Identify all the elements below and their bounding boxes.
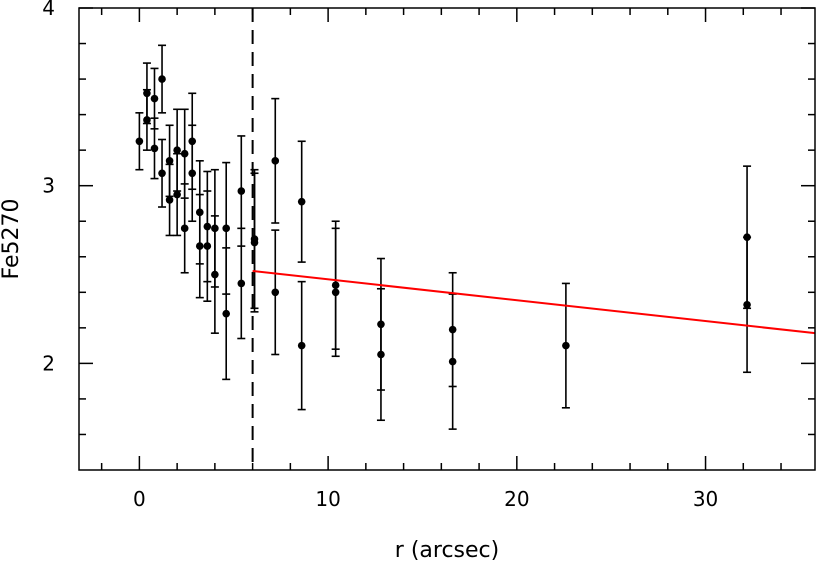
data-marker [211, 270, 219, 279]
x-tick-label: 10 [315, 487, 340, 511]
data-marker [203, 242, 212, 250]
data-marker [271, 288, 280, 297]
data-marker [331, 288, 340, 297]
plot-frame [78, 7, 816, 471]
axis-ticks [79, 7, 815, 470]
data-marker [165, 196, 174, 204]
data-marker [377, 350, 385, 359]
x-tick-label: 30 [693, 487, 718, 511]
data-point [222, 247, 231, 381]
data-marker [237, 279, 246, 288]
data-point [165, 163, 174, 237]
data-marker [180, 149, 189, 158]
data-point [331, 227, 340, 358]
data-point [297, 140, 306, 263]
data-marker [143, 116, 151, 124]
data-point [180, 183, 189, 274]
y-axis-title: Fe5270 [0, 199, 24, 280]
data-marker [743, 300, 751, 309]
data-point [150, 117, 159, 180]
data-marker [271, 157, 280, 165]
data-marker [158, 169, 166, 178]
data-point [376, 287, 385, 422]
x-tick-labels: 0 10 20 30 [133, 487, 718, 511]
data-marker [195, 242, 204, 250]
x-tick-label: 0 [133, 487, 146, 511]
fit-line [252, 269, 816, 335]
data-marker [188, 169, 197, 178]
data-layer [135, 44, 752, 430]
data-point [210, 215, 219, 334]
data-point [195, 193, 204, 299]
data-marker [180, 224, 189, 233]
data-marker [448, 357, 457, 366]
data-marker [165, 157, 174, 165]
data-point [142, 88, 151, 151]
data-point [203, 190, 212, 302]
y-tick-label: 4 [42, 0, 55, 20]
data-marker [562, 341, 570, 350]
data-marker [222, 309, 230, 318]
data-point [237, 227, 246, 340]
data-marker [222, 224, 230, 233]
data-marker [237, 187, 246, 195]
data-point [271, 97, 280, 224]
data-point [743, 236, 752, 374]
data-marker [150, 94, 159, 103]
data-point [188, 124, 197, 223]
data-marker [135, 137, 144, 146]
data-point [271, 229, 280, 356]
x-axis-title: r (arcsec) [395, 538, 499, 563]
y-tick-label: 3 [42, 174, 55, 198]
data-point [448, 293, 457, 430]
data-marker [297, 341, 306, 350]
data-point [158, 138, 167, 208]
data-marker [173, 190, 181, 199]
data-point [297, 280, 306, 411]
data-marker [150, 144, 159, 153]
data-marker [297, 197, 306, 206]
y-tick-label: 2 [42, 351, 55, 375]
data-point [135, 112, 144, 171]
y-tick-labels: 2 3 4 [42, 0, 55, 375]
data-point [158, 44, 167, 114]
x-tick-label: 20 [504, 487, 529, 511]
data-point [173, 152, 182, 237]
data-point [561, 282, 570, 409]
data-marker [158, 75, 166, 83]
data-marker [173, 146, 181, 154]
